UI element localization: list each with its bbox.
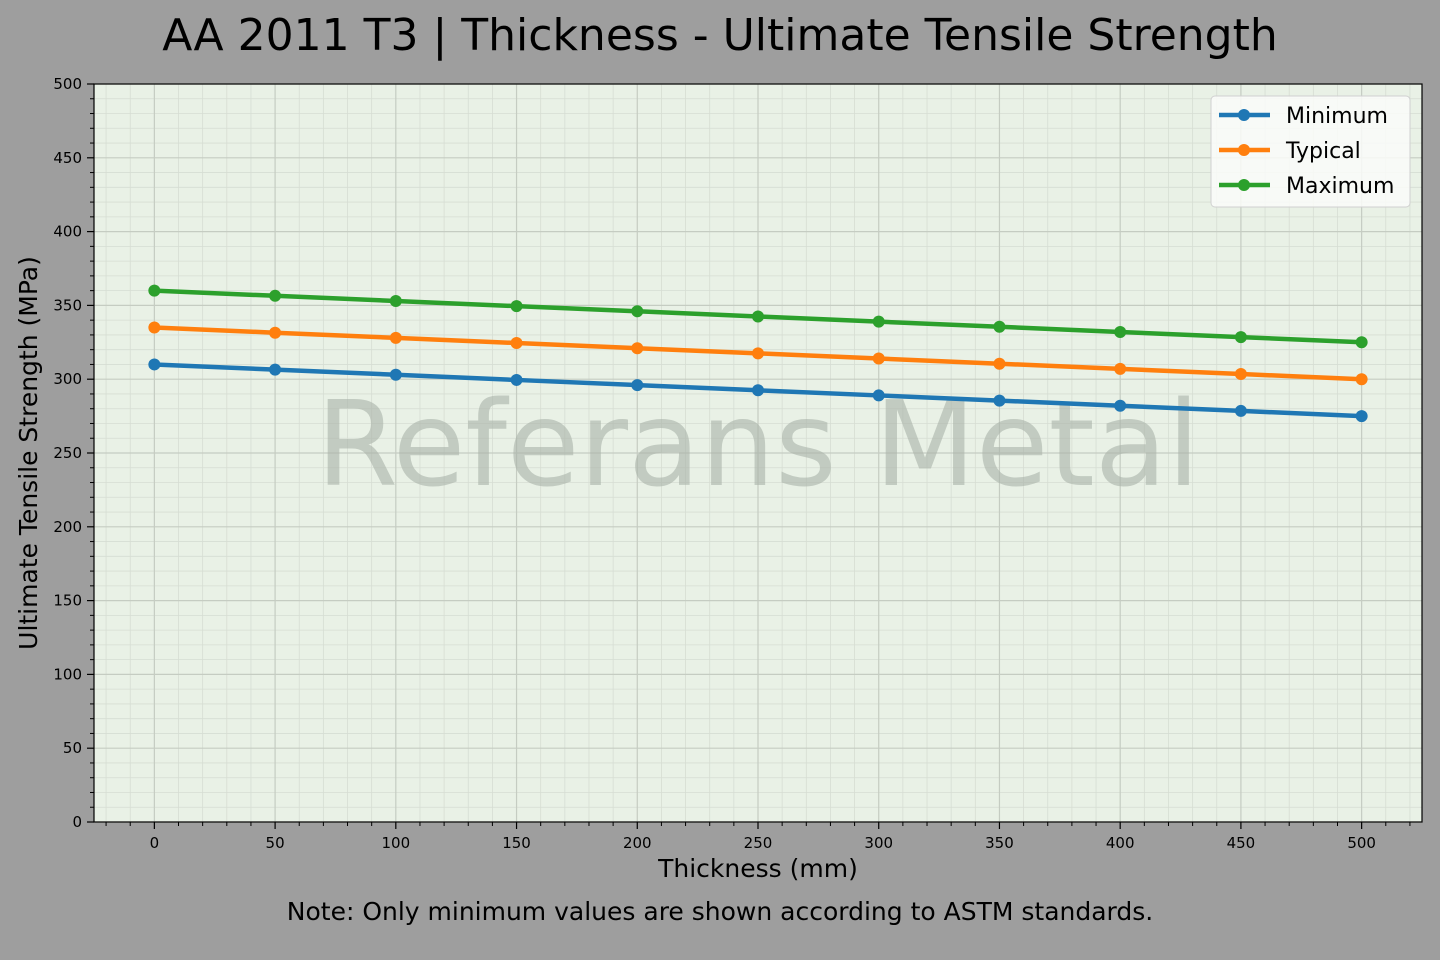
y-tick-label: 200 <box>53 518 82 536</box>
x-tick-label: 100 <box>381 834 410 852</box>
data-point <box>993 320 1006 333</box>
data-point <box>1234 331 1247 344</box>
x-tick-label: 500 <box>1347 834 1376 852</box>
x-tick-label: 350 <box>985 834 1014 852</box>
data-point <box>389 294 402 307</box>
y-tick-label: 0 <box>72 813 82 831</box>
legend-box <box>1210 95 1411 208</box>
data-point <box>1234 404 1247 417</box>
data-point <box>993 394 1006 407</box>
x-tick-label: 250 <box>744 834 773 852</box>
data-point <box>1355 410 1368 423</box>
data-point <box>510 337 523 350</box>
watermark: Referans Metal <box>316 375 1200 513</box>
y-tick-label: 150 <box>53 592 82 610</box>
data-point <box>269 289 282 302</box>
data-point <box>872 389 885 402</box>
data-point <box>1114 399 1127 412</box>
series-typical <box>148 321 1368 386</box>
chart-title: AA 2011 T3 | Thickness - Ultimate Tensil… <box>162 10 1278 61</box>
x-tick-label: 450 <box>1227 834 1256 852</box>
x-axis-label: Thickness (mm) <box>657 854 858 883</box>
data-point <box>389 331 402 344</box>
footnote: Note: Only minimum values are shown acco… <box>286 897 1154 926</box>
x-tick-label: 200 <box>623 834 652 852</box>
series-minimum <box>148 358 1368 423</box>
data-point <box>1355 336 1368 349</box>
y-tick-label: 250 <box>53 444 82 462</box>
data-point <box>389 368 402 381</box>
y-tick-label: 500 <box>53 75 82 93</box>
data-point <box>1114 325 1127 338</box>
data-point <box>752 347 764 360</box>
x-tick-label: 400 <box>1106 834 1135 852</box>
series-maximum <box>148 284 1368 349</box>
legend-label: Typical <box>1285 139 1361 164</box>
x-tick-label: 300 <box>864 834 893 852</box>
y-tick-label: 300 <box>53 370 82 388</box>
data-point <box>510 373 523 386</box>
y-tick-label: 50 <box>63 739 82 757</box>
data-series <box>148 284 1368 423</box>
data-point <box>752 310 764 323</box>
data-point <box>631 379 644 392</box>
data-point <box>752 384 764 397</box>
data-point <box>993 357 1006 370</box>
data-point <box>269 363 282 376</box>
data-point <box>148 284 161 297</box>
data-point <box>1114 362 1127 375</box>
y-tick-label: 450 <box>53 149 82 167</box>
y-axis-label: Ultimate Tensile Strength (MPa) <box>14 256 43 650</box>
data-point <box>872 315 885 328</box>
legend-item-minimum: Minimum <box>1219 104 1388 129</box>
data-point <box>631 342 644 355</box>
y-tick-label: 100 <box>53 665 82 683</box>
x-tick-label: 150 <box>502 834 531 852</box>
y-tick-label: 350 <box>53 296 82 314</box>
axis-ticks: 0 50 100 150 200 250 300 350 400 450 500 0 50 100 150 2… <box>53 75 1411 852</box>
data-point <box>148 358 161 371</box>
data-point <box>510 300 523 313</box>
data-point <box>148 321 161 334</box>
legend-item-typical: Typical <box>1219 139 1361 164</box>
data-point <box>269 326 282 339</box>
legend-item-maximum: Maximum <box>1219 174 1394 199</box>
legend: Minimum Typical Maximum <box>1210 95 1411 208</box>
x-tick-label: 0 <box>150 834 160 852</box>
data-point <box>631 305 644 318</box>
data-point <box>1234 368 1247 381</box>
legend-label: Maximum <box>1286 174 1394 199</box>
data-point <box>1355 373 1368 386</box>
y-tick-label: 400 <box>53 223 82 241</box>
data-point <box>872 352 885 365</box>
legend-label: Minimum <box>1286 104 1388 129</box>
x-tick-label: 50 <box>266 834 285 852</box>
